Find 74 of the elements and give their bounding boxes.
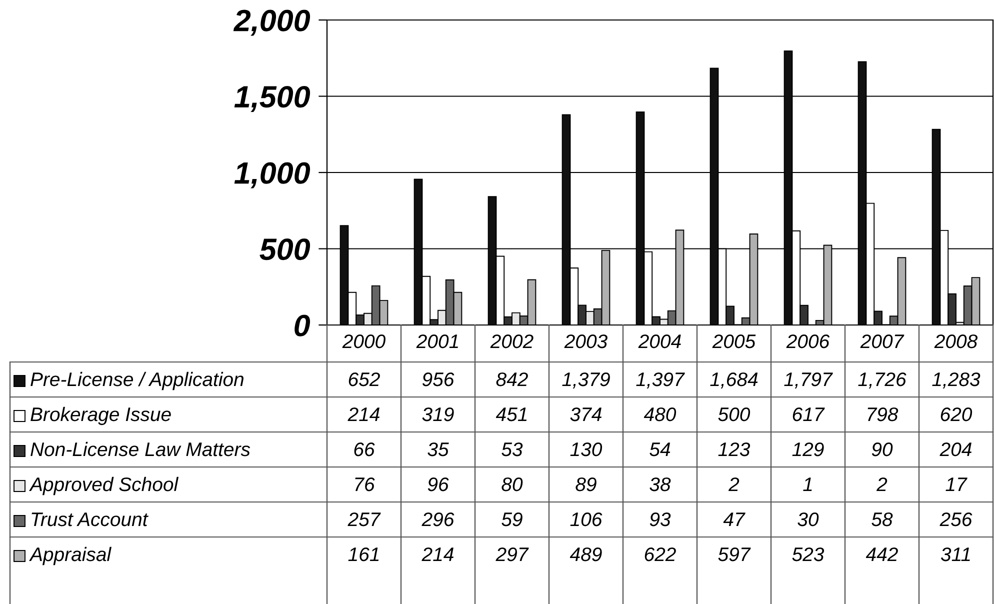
x-tick-label: 2004 xyxy=(638,334,681,348)
data-label: 130 xyxy=(570,442,602,456)
data-label: 66 xyxy=(354,442,375,456)
legend-label: Pre-License / Application xyxy=(30,372,244,390)
data-label: 617 xyxy=(792,407,825,422)
y-tick-label: 0 xyxy=(294,314,310,336)
data-label: 38 xyxy=(650,477,671,492)
data-label: 480 xyxy=(644,407,676,422)
y-tick-label: 1,500 xyxy=(234,86,310,112)
data-label: 58 xyxy=(872,512,893,526)
data-label: 523 xyxy=(792,547,824,562)
legend-label: Non-License Law Matters xyxy=(30,442,250,456)
data-label: 17 xyxy=(946,478,968,492)
data-label: 54 xyxy=(650,442,670,456)
data-label: 257 xyxy=(348,512,381,526)
legend-label: Approved School xyxy=(29,476,179,496)
data-label: 35 xyxy=(428,442,449,456)
data-label: 620 xyxy=(940,407,972,422)
data-label: 161 xyxy=(348,547,379,562)
data-label: 2 xyxy=(728,477,740,492)
data-label: 451 xyxy=(496,408,527,422)
data-label: 106 xyxy=(570,512,602,526)
data-label: 798 xyxy=(868,407,898,422)
data-label: 1,379 xyxy=(562,372,610,389)
y-tick-label: 2,000 xyxy=(233,10,310,36)
data-label: 1,283 xyxy=(932,372,980,389)
data-label: 214 xyxy=(348,407,380,422)
data-label: 93 xyxy=(650,512,671,526)
data-label: 622 xyxy=(644,547,676,562)
data-label: 30 xyxy=(798,512,819,526)
data-label: 256 xyxy=(940,512,972,526)
data-label: 204 xyxy=(940,442,972,456)
data-label: 1,684 xyxy=(710,372,758,389)
legend-label: Brokerage Issue xyxy=(30,406,171,426)
data-label: 597 xyxy=(718,547,751,562)
data-label: 53 xyxy=(502,442,523,456)
y-tick-label: 500 xyxy=(260,238,310,260)
y-tick-label: 1,000 xyxy=(234,162,310,188)
data-label: 319 xyxy=(422,407,454,422)
data-label: 47 xyxy=(723,512,746,526)
data-label: 297 xyxy=(496,547,529,562)
x-tick-label: 2003 xyxy=(564,334,608,348)
data-label: 1,726 xyxy=(858,372,906,389)
data-label: 89 xyxy=(576,477,596,492)
data-label: 500 xyxy=(718,407,750,422)
data-label: 489 xyxy=(570,547,602,562)
data-label: 214 xyxy=(422,547,454,562)
data-label: 1,397 xyxy=(636,372,685,389)
data-label: 2 xyxy=(876,477,888,492)
data-label: 296 xyxy=(422,512,454,526)
data-label: 59 xyxy=(502,512,522,526)
x-tick-label: 2006 xyxy=(786,334,830,348)
x-tick-label: 2008 xyxy=(934,334,978,348)
data-label: 374 xyxy=(570,407,602,422)
legend-label: Appraisal xyxy=(29,546,112,566)
data-label: 1,797 xyxy=(784,372,833,389)
data-label: 442 xyxy=(866,547,898,562)
x-tick-label: 2005 xyxy=(712,334,756,348)
legend-label: Trust Account xyxy=(32,512,148,526)
data-label: 76 xyxy=(355,477,375,492)
data-label: 129 xyxy=(792,442,824,456)
data-label: 96 xyxy=(428,477,449,492)
data-label: 956 xyxy=(422,372,454,386)
data-label: 123 xyxy=(718,442,750,456)
x-tick-label: 2007 xyxy=(860,334,904,348)
x-tick-label: 2001 xyxy=(416,334,458,348)
data-label: 652 xyxy=(348,372,380,386)
x-tick-label: 2002 xyxy=(490,334,534,348)
data-label: 90 xyxy=(872,442,893,456)
data-label: 842 xyxy=(496,372,528,386)
x-tick-label: 2000 xyxy=(342,334,386,348)
data-label: 80 xyxy=(502,477,523,492)
data-label: 311 xyxy=(940,547,970,562)
data-label: 1 xyxy=(803,478,812,492)
